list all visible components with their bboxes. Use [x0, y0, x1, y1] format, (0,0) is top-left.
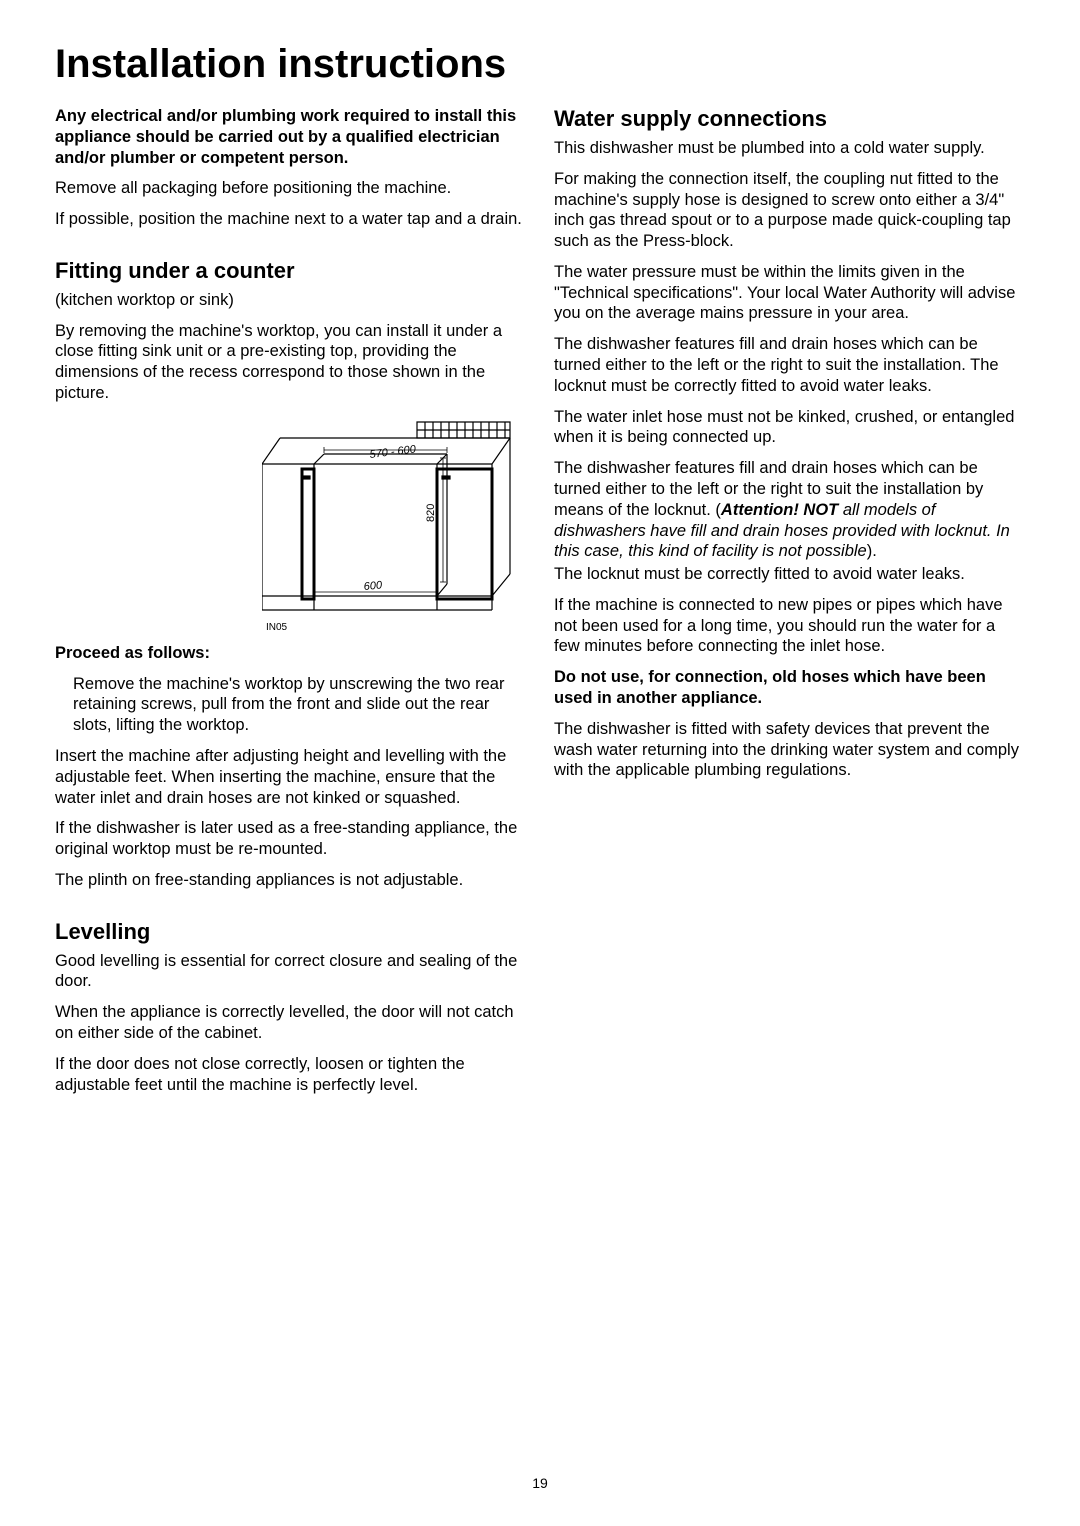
water-p6: The dishwasher features fill and drain h…: [554, 458, 1025, 562]
levelling-p2: When the appliance is correctly levelled…: [55, 1002, 526, 1044]
water-p7: If the machine is connected to new pipes…: [554, 595, 1025, 657]
counter-diagram: 570 - 600 820 600 IN05: [262, 414, 522, 639]
levelling-p3: If the door does not close correctly, lo…: [55, 1054, 526, 1096]
warning-text: Any electrical and/or plumbing work requ…: [55, 106, 526, 168]
fitting-p4: If the dishwasher is later used as a fre…: [55, 818, 526, 860]
water-p2: For making the connection itself, the co…: [554, 169, 1025, 252]
water-p3: The water pressure must be within the li…: [554, 262, 1025, 324]
left-p2: If possible, position the machine next t…: [55, 209, 526, 230]
water-p8: Do not use, for connection, old hoses wh…: [554, 667, 1025, 709]
fitting-p5: The plinth on free-standing appliances i…: [55, 870, 526, 891]
page-number: 19: [0, 1475, 1080, 1491]
levelling-p1: Good levelling is essential for correct …: [55, 951, 526, 993]
proceed-label: Proceed as follows:: [55, 643, 526, 664]
water-p4: The dishwasher features fill and drain h…: [554, 334, 1025, 396]
fitting-p1: By removing the machine's worktop, you c…: [55, 321, 526, 404]
diagram-container: 570 - 600 820 600 IN05: [55, 414, 526, 639]
water-p1: This dishwasher must be plumbed into a c…: [554, 138, 1025, 159]
fitting-p2: Remove the machine's worktop by unscrewi…: [55, 674, 526, 736]
svg-text:820: 820: [425, 503, 437, 521]
water-p6e: The locknut must be correctly fitted to …: [554, 564, 1025, 585]
page-title: Installation instructions: [55, 42, 1025, 86]
content-columns: Any electrical and/or plumbing work requ…: [55, 106, 1025, 1105]
water-p9: The dishwasher is fitted with safety dev…: [554, 719, 1025, 781]
fitting-heading: Fitting under a counter: [55, 258, 526, 284]
levelling-heading: Levelling: [55, 919, 526, 945]
svg-text:IN05: IN05: [266, 622, 288, 633]
left-column: Any electrical and/or plumbing work requ…: [55, 106, 526, 1105]
svg-text:570 - 600: 570 - 600: [369, 443, 417, 461]
svg-text:600: 600: [363, 579, 383, 593]
right-column: Water supply connections This dishwasher…: [554, 106, 1025, 1105]
fitting-subnote: (kitchen worktop or sink): [55, 290, 526, 311]
water-p5: The water inlet hose must not be kinked,…: [554, 407, 1025, 449]
water-heading: Water supply connections: [554, 106, 1025, 132]
fitting-p3: Insert the machine after adjusting heigh…: [55, 746, 526, 808]
left-p1: Remove all packaging before positioning …: [55, 178, 526, 199]
